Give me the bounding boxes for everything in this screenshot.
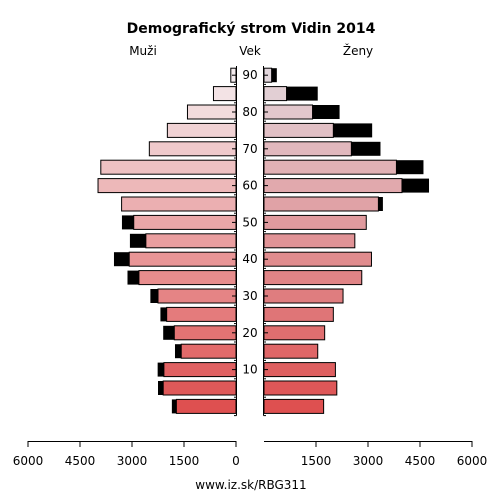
female-excess-bar-55-59 bbox=[378, 197, 383, 211]
x-tick-label-5: 1500 bbox=[301, 454, 332, 468]
female-excess-bar-90+ bbox=[271, 68, 277, 83]
male-bar-70-74 bbox=[148, 141, 237, 157]
female-bar-50-54 bbox=[263, 214, 367, 230]
female-label: Ženy bbox=[343, 43, 373, 58]
male-excess-bar-35-39 bbox=[127, 270, 139, 285]
male-excess-bar-15-19 bbox=[174, 344, 182, 359]
x-tick-label-6: 3000 bbox=[353, 454, 384, 468]
male-label: Muži bbox=[129, 44, 157, 58]
female-bar-5-9 bbox=[263, 380, 338, 396]
male-bar-50-54 bbox=[133, 214, 237, 230]
x-tick-label-8: 6000 bbox=[457, 454, 488, 468]
male-bar-15-19 bbox=[180, 343, 237, 359]
female-bar-10-14 bbox=[263, 362, 336, 378]
female-bar-40-44 bbox=[263, 251, 372, 267]
female-excess-bar-65-69 bbox=[396, 160, 424, 175]
female-bar-0-4 bbox=[263, 398, 325, 414]
age-tick-label-60: 60 bbox=[242, 179, 257, 193]
male-excess-bar-30-34 bbox=[150, 289, 158, 303]
female-bar-60-64 bbox=[263, 178, 403, 194]
age-tick-label-20: 20 bbox=[242, 326, 257, 340]
male-bar-65-69 bbox=[100, 159, 237, 175]
female-bar-75-79 bbox=[263, 122, 334, 138]
age-tick-label-10: 10 bbox=[242, 363, 257, 377]
male-excess-bar-50-54 bbox=[121, 215, 134, 230]
male-bar-0-4 bbox=[175, 398, 237, 414]
x-tick-label-2: 3000 bbox=[117, 454, 148, 468]
female-bar-45-49 bbox=[263, 233, 356, 249]
male-bar-25-29 bbox=[166, 306, 237, 322]
male-bar-45-49 bbox=[145, 233, 237, 249]
footer-url: www.iz.sk/RBG311 bbox=[195, 478, 306, 492]
male-bar-85-89 bbox=[212, 86, 237, 102]
female-bar-65-69 bbox=[263, 159, 397, 175]
age-tick-label-90: 90 bbox=[242, 68, 257, 82]
male-bar-60-64 bbox=[97, 178, 237, 194]
female-bar-20-24 bbox=[263, 325, 326, 341]
male-bar-5-9 bbox=[162, 380, 237, 396]
female-bar-70-74 bbox=[263, 141, 352, 157]
female-excess-bar-60-64 bbox=[401, 178, 430, 193]
male-bar-80-84 bbox=[186, 104, 237, 120]
age-label: Vek bbox=[239, 44, 261, 58]
male-excess-bar-20-24 bbox=[163, 325, 175, 340]
male-bar-40-44 bbox=[128, 251, 237, 267]
male-excess-bar-40-44 bbox=[113, 252, 130, 267]
male-excess-bar-10-14 bbox=[157, 362, 164, 377]
male-bar-20-24 bbox=[173, 325, 237, 341]
female-bar-25-29 bbox=[263, 306, 334, 322]
female-bar-35-39 bbox=[263, 270, 363, 286]
female-excess-bar-85-89 bbox=[286, 86, 318, 101]
female-bar-15-19 bbox=[263, 343, 319, 359]
age-tick-label-80: 80 bbox=[242, 105, 257, 119]
chart-title: Demografický strom Vidin 2014 bbox=[127, 21, 376, 37]
male-bar-75-79 bbox=[166, 122, 237, 138]
female-bar-30-34 bbox=[263, 288, 344, 304]
age-tick-label-70: 70 bbox=[242, 142, 257, 156]
female-excess-bar-80-84 bbox=[312, 105, 340, 119]
age-tick-label-30: 30 bbox=[242, 289, 257, 303]
age-tick-label-50: 50 bbox=[242, 215, 257, 229]
bars-layer bbox=[97, 67, 430, 414]
male-bar-30-34 bbox=[157, 288, 237, 304]
female-bar-85-89 bbox=[263, 86, 288, 102]
axes-layer: 10 20 30 40 50 60 70 80 90 6000 4500 3000 1500 0 1500 3… bbox=[13, 66, 488, 468]
x-tick-label-7: 4500 bbox=[405, 454, 436, 468]
male-bar-55-59 bbox=[121, 196, 237, 212]
male-excess-bar-5-9 bbox=[158, 381, 164, 395]
male-excess-bar-0-4 bbox=[171, 399, 177, 414]
male-bar-10-14 bbox=[163, 362, 237, 378]
age-tick-label-40: 40 bbox=[242, 252, 257, 266]
female-bar-80-84 bbox=[263, 104, 314, 120]
x-tick-label-3: 1500 bbox=[169, 454, 200, 468]
female-excess-bar-75-79 bbox=[333, 123, 373, 138]
x-tick-label-0: 6000 bbox=[13, 454, 44, 468]
x-tick-label-4: 0 bbox=[232, 454, 240, 468]
male-bar-35-39 bbox=[138, 270, 237, 286]
x-tick-label-1: 4500 bbox=[65, 454, 96, 468]
male-excess-bar-45-49 bbox=[129, 233, 146, 248]
female-bar-55-59 bbox=[263, 196, 379, 212]
male-excess-bar-25-29 bbox=[160, 307, 167, 322]
female-excess-bar-70-74 bbox=[351, 141, 381, 156]
